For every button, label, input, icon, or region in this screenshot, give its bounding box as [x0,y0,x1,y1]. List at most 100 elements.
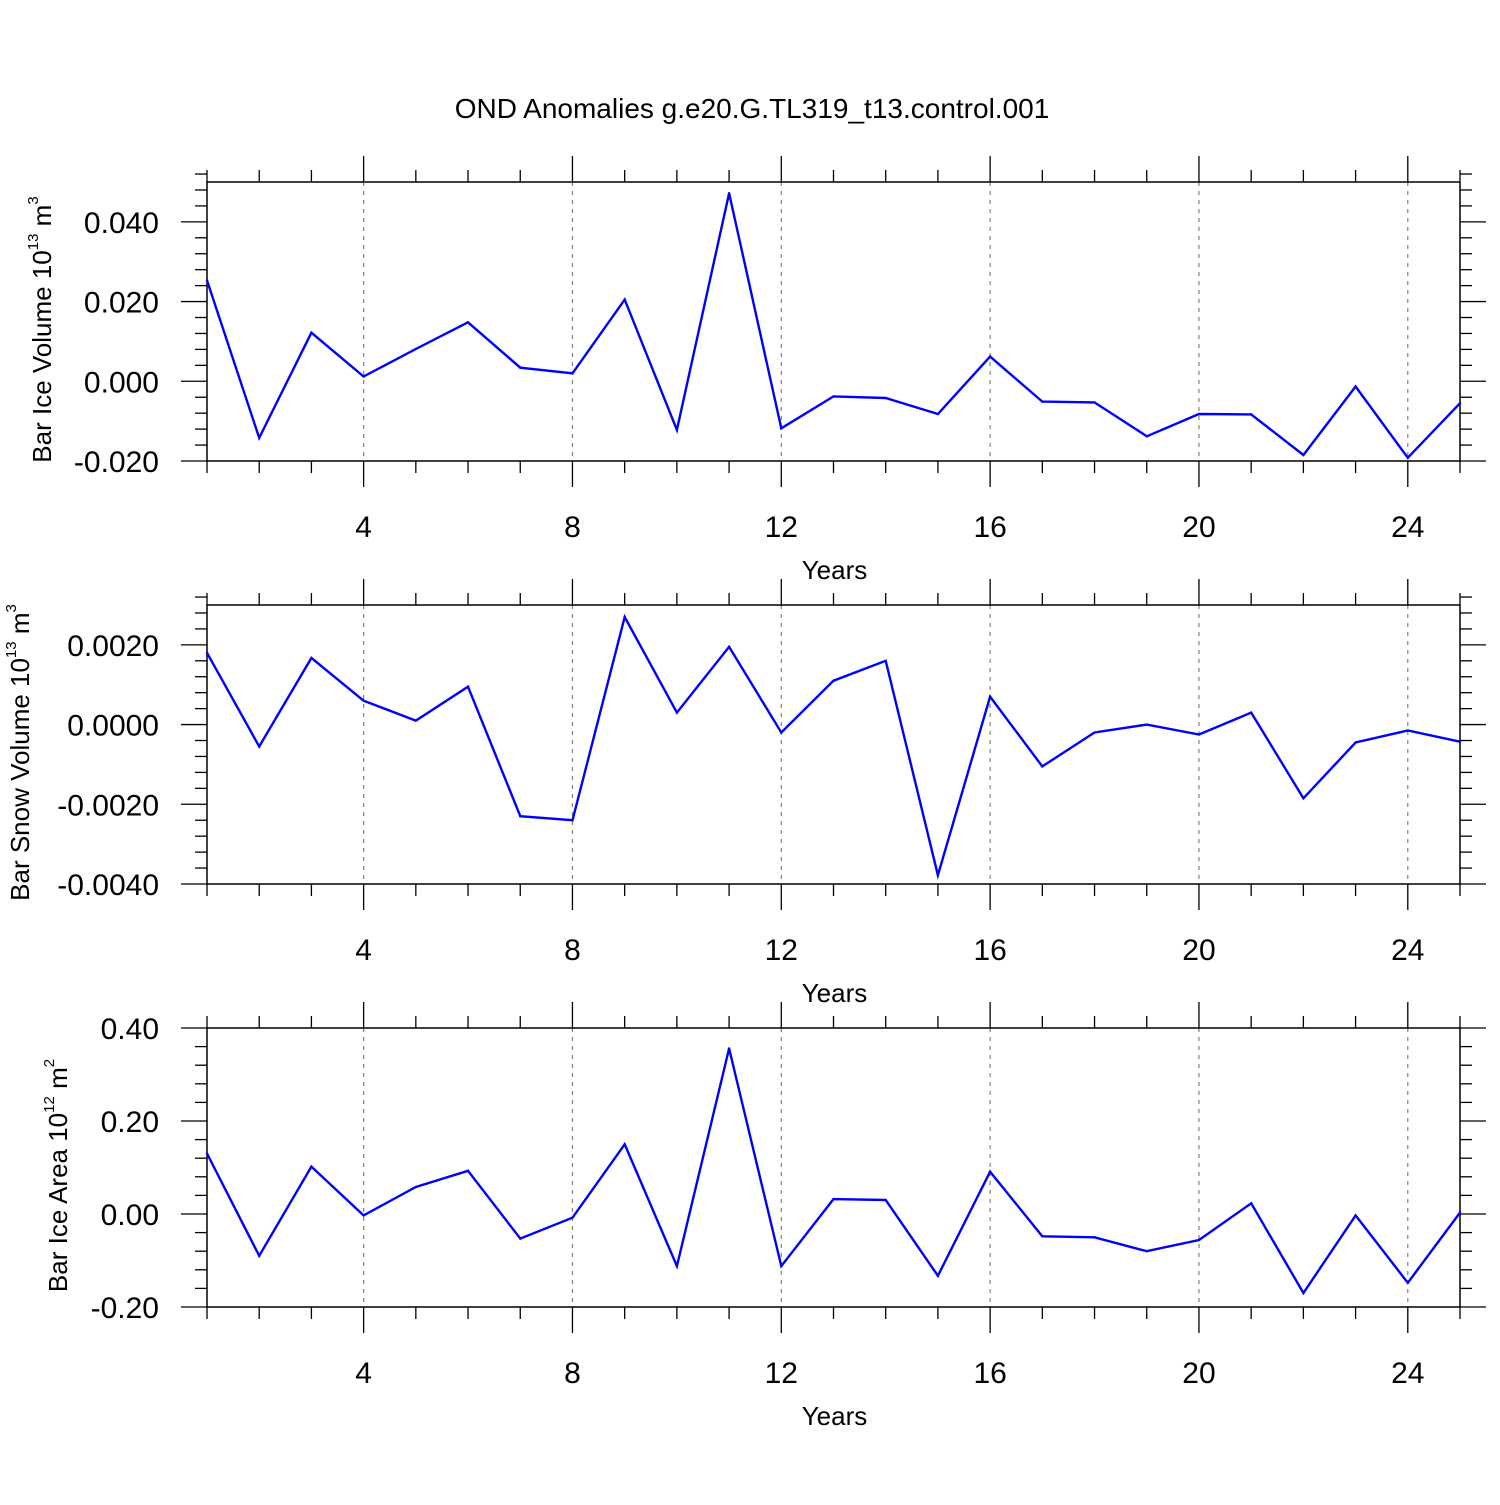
data-point [1249,413,1253,416]
x-axis-title: Years [802,1401,868,1431]
data-point [727,191,731,195]
panel-3: 4 8 12 16 20 24 -0.20 0.00 0.20 0.40 Years Bar Ice … [41,1002,1486,1431]
x-tick-label: 12 [765,1357,798,1390]
y-axis-title-unit: m [43,1067,73,1096]
data-point [727,645,731,649]
data-point [623,615,626,619]
x-tick-label: 24 [1391,934,1424,967]
chart-panels: 4 8 12 16 20 24-0.0200.0000.0200.040YearsBar … [3,156,1486,1431]
data-point [1249,1202,1253,1205]
data-point [623,1143,626,1146]
data-point [988,695,992,698]
x-tick-label: 4 [355,1357,372,1390]
data-point [675,711,679,714]
data-point [780,731,783,734]
data-point [362,699,365,702]
data-point [936,874,940,877]
data-point [675,1264,679,1268]
data-point [310,331,313,334]
data-point [988,1170,992,1173]
data-point [1145,723,1148,726]
data-point [205,651,209,655]
data-point [1093,401,1096,404]
data-point [519,815,522,818]
data-point [1145,1250,1148,1253]
y-tick-label: -0.0040 [57,869,159,902]
panel-1: 4 8 12 16 20 24 -0.020 0.000 0.020 0.040 Years Bar … [25,156,1486,585]
y-axis-title-exponent: 12 [41,1096,58,1113]
data-point [1093,731,1096,734]
data-point [1406,1281,1409,1285]
x-tick-label: 20 [1182,1357,1215,1390]
data-point [1458,740,1462,743]
y-axis-title: Bar Snow Volume 1013 m3 [3,604,35,901]
data-point [832,1197,835,1201]
data-point [884,659,887,662]
x-tick-label: 24 [1391,1357,1424,1390]
x-tick-label: 4 [355,934,372,967]
data-point [571,372,574,375]
data-point [310,1165,313,1168]
data-point [1302,797,1305,800]
y-axis-title-unit-exponent: 3 [3,604,20,612]
y-axis-title-unit: m [5,612,35,641]
data-point [832,679,835,682]
data-point [936,1274,940,1278]
x-tick-label: 24 [1391,511,1424,544]
x-tick-label: 12 [765,934,798,967]
data-point [1354,741,1357,744]
data-point [1302,1291,1305,1295]
panel-2: 4 8 12 16 20 24 -0.0040 -0.0020 0.0000 0.0020 Year… [3,579,1486,1008]
data-point [1197,412,1201,416]
y-axis-title-text: Bar Ice Volume 10 [27,250,57,462]
y-axis-title-unit-exponent: 3 [25,196,42,204]
y-axis-title-unit-exponent: 2 [41,1059,58,1067]
data-point [1197,1238,1201,1242]
data-point [414,719,418,722]
x-tick-label: 4 [355,511,372,544]
data-point [780,1264,783,1268]
data-point [1041,765,1044,768]
data-point [310,656,313,660]
y-tick-label: 0.040 [84,207,159,240]
data-point [884,1198,887,1202]
y-tick-label: 0.0000 [67,710,159,743]
y-tick-label: -0.20 [91,1292,159,1325]
x-tick-label: 20 [1182,934,1215,967]
data-point [414,1185,418,1189]
x-tick-label: 8 [564,511,581,544]
y-axis-title: Bar Ice Area 1012 m2 [41,1059,73,1292]
y-tick-label: 0.000 [84,366,159,399]
y-tick-label: -0.020 [74,446,159,479]
x-tick-label: 16 [973,934,1006,967]
data-point [258,745,261,748]
data-point [727,1047,731,1050]
x-tick-label: 16 [973,511,1006,544]
data-point [571,1216,574,1219]
data-point [1145,435,1148,438]
y-tick-label: 0.40 [101,1013,159,1046]
data-point [1354,385,1357,388]
data-point [623,298,626,301]
y-axis-title-unit: m [27,205,57,234]
data-point [519,366,522,369]
data-point [1406,456,1409,460]
data-point [936,412,940,416]
data-point [258,1254,261,1258]
data-point [362,375,365,378]
data-point [1197,733,1201,736]
figure-title: OND Anomalies g.e20.G.TL319_t13.control.… [455,93,1050,124]
x-tick-label: 16 [973,1357,1006,1390]
data-point [466,1169,470,1172]
y-axis-title-text: Bar Snow Volume 10 [5,658,35,901]
data-point [1093,1236,1096,1239]
y-tick-label: 0.020 [84,287,159,320]
data-point [466,685,470,688]
data-point [466,321,470,324]
data-point [519,1237,522,1240]
data-point [1041,400,1044,403]
x-tick-label: 8 [564,934,581,967]
